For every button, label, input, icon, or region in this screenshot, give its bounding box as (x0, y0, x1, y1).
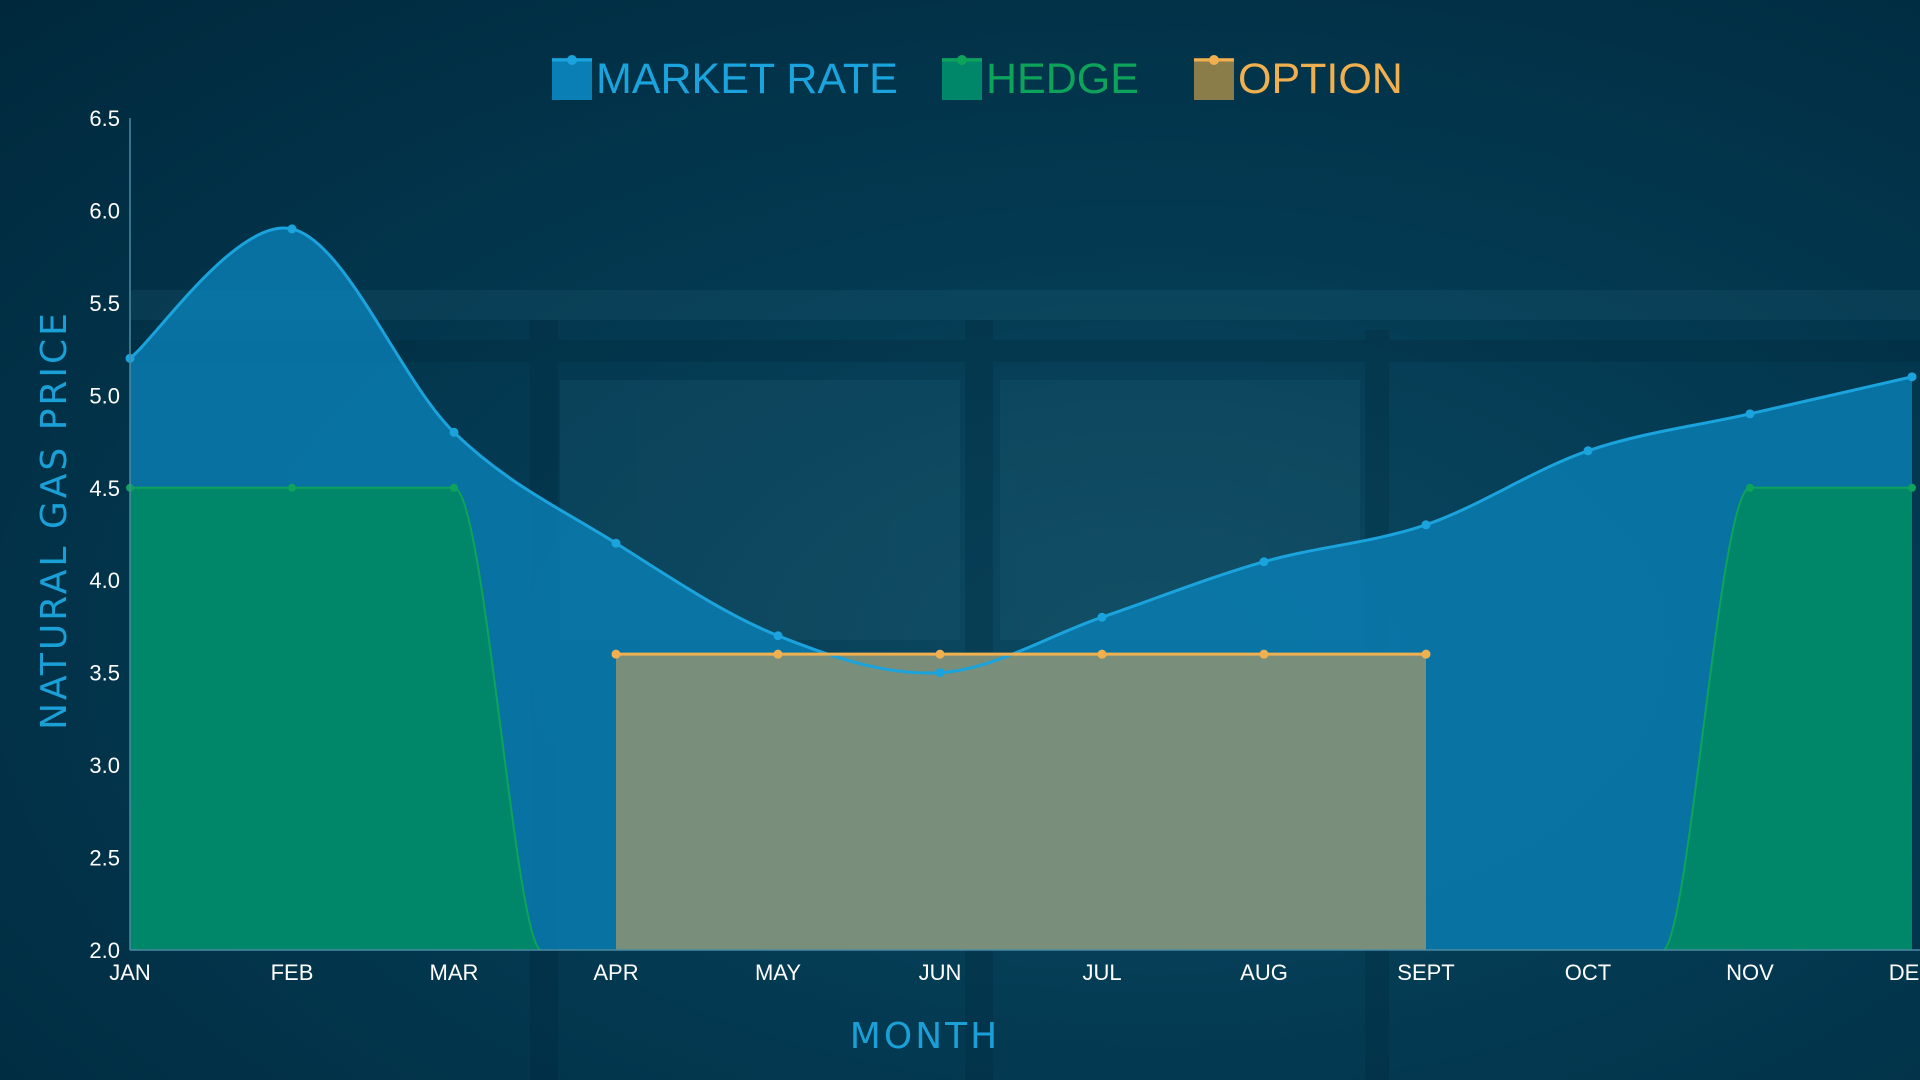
x-tick-label-dec: DEC (1889, 960, 1920, 985)
plot-area: 2.0 2.5 3.0 3.5 4.0 4.5 5.0 5.5 6.0 6.5 JAN FEB MAR A… (34, 106, 1920, 1057)
x-tick-label-apr: APR (593, 960, 638, 985)
legend: MARKET RATE HEDGE OPTION (552, 55, 1403, 103)
y-tick-label: 3.0 (89, 753, 120, 778)
market-rate-area (130, 228, 1912, 950)
hedge-line-1 (130, 486, 541, 951)
x-tick-label-jul: JUL (1082, 960, 1121, 985)
x-axis-title: MONTH (850, 1016, 1000, 1057)
x-tick-label-oct: OCT (1565, 960, 1611, 985)
market-rate-point-dec (1907, 372, 1917, 382)
y-tick-label: 2.0 (89, 938, 120, 963)
option-area (616, 654, 1426, 950)
option-point-jun (935, 649, 945, 659)
y-axis-title: NATURAL GAS PRICE (34, 310, 75, 730)
legend-point-marker (957, 55, 967, 65)
legend-point-marker (1209, 55, 1219, 65)
y-tick-label: 2.5 (89, 846, 120, 871)
x-tick-label-jun: JUN (919, 960, 962, 985)
option-point-apr (611, 649, 621, 659)
option-point-sept (1421, 649, 1431, 659)
hedge-area-2 (1664, 487, 1912, 950)
x-tick-label-may: MAY (755, 960, 801, 985)
hedge-point-nov (1746, 483, 1754, 492)
market-rate-point-jun (935, 668, 945, 678)
x-tick-label-jan: JAN (109, 960, 151, 985)
option-point-may (773, 649, 783, 659)
legend-label-option: OPTION (1238, 55, 1403, 103)
x-tick-label-mar: MAR (430, 960, 479, 985)
hedge-line-2 (1663, 486, 1912, 951)
market-rate-point-sept (1421, 520, 1431, 530)
market-rate-point-apr (611, 538, 621, 548)
legend-label-market-rate: MARKET RATE (596, 55, 898, 103)
market-rate-point-jul (1097, 612, 1107, 622)
market-rate-point-mar (449, 427, 459, 437)
market-rate-point-may (773, 631, 783, 641)
y-tick-label: 4.0 (89, 568, 120, 593)
market-rate-point-nov (1745, 409, 1755, 419)
y-tick-label: 5.0 (89, 383, 120, 408)
x-tick-label-feb: FEB (271, 960, 314, 985)
background-decoration (130, 290, 1920, 1080)
hedge-point-dec (1908, 483, 1916, 492)
x-tick-label-sept: SEPT (1397, 960, 1454, 985)
y-tick-label: 6.5 (89, 106, 120, 131)
market-rate-point-feb (287, 224, 297, 234)
hedge-point-feb (288, 483, 296, 492)
legend-label-hedge: HEDGE (986, 55, 1139, 103)
y-tick-label: 6.0 (89, 198, 120, 223)
hedge-area-1 (130, 487, 540, 950)
market-rate-point-oct (1583, 446, 1593, 456)
hedge-point-mar (450, 483, 458, 492)
option-point-aug (1259, 649, 1269, 659)
x-tick-label-nov: NOV (1726, 960, 1774, 985)
option-point-jul (1097, 649, 1107, 659)
y-tick-label: 4.5 (89, 476, 120, 501)
y-tick-label: 5.5 (89, 291, 120, 316)
market-rate-point-aug (1259, 557, 1269, 567)
x-tick-label-aug: AUG (1240, 960, 1288, 985)
y-tick-label: 3.5 (89, 661, 120, 686)
legend-point-marker (567, 55, 577, 65)
